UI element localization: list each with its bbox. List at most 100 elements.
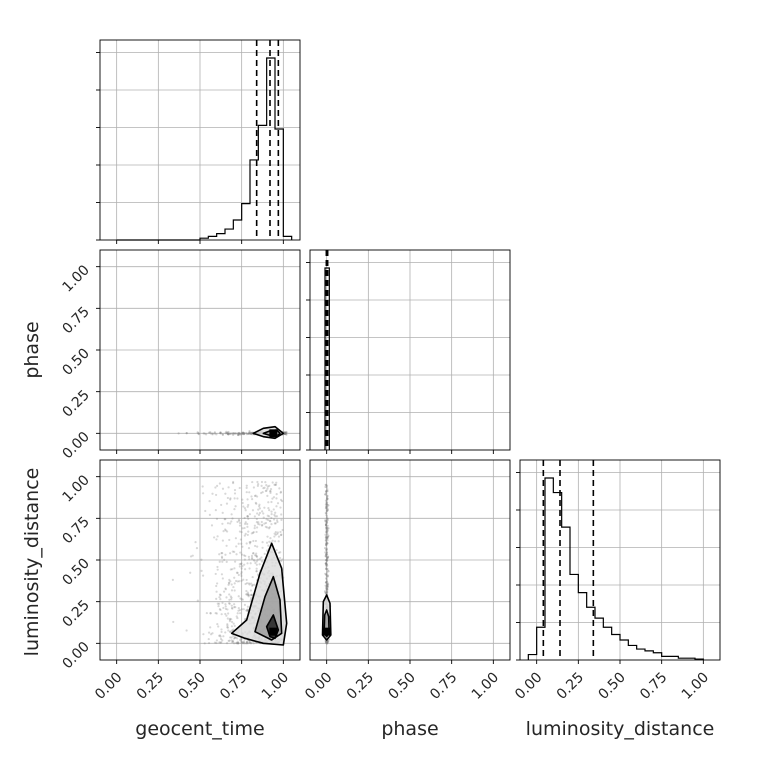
sample-point bbox=[268, 526, 271, 529]
sample-point bbox=[266, 514, 269, 517]
sample-point bbox=[325, 563, 328, 566]
sample-point bbox=[246, 515, 249, 518]
sample-point bbox=[281, 528, 284, 532]
sample-point bbox=[218, 608, 221, 611]
sample-point bbox=[325, 563, 328, 566]
histogram-phase bbox=[324, 267, 330, 450]
y-tick-label: 0.75 bbox=[59, 304, 92, 337]
sample-point bbox=[240, 572, 243, 575]
sample-point bbox=[237, 609, 240, 612]
sample-point bbox=[242, 433, 245, 436]
sample-point bbox=[325, 585, 328, 588]
sample-point bbox=[232, 634, 235, 638]
sample-point bbox=[255, 570, 258, 573]
sample-point bbox=[325, 558, 328, 562]
sample-point bbox=[242, 642, 245, 645]
sample-point bbox=[225, 544, 228, 547]
sample-point bbox=[326, 569, 329, 572]
sample-point bbox=[224, 631, 227, 634]
sample-point bbox=[242, 641, 245, 644]
sample-point bbox=[228, 582, 231, 585]
sample-point bbox=[327, 640, 330, 643]
sample-point bbox=[255, 517, 258, 521]
sample-point bbox=[234, 432, 237, 435]
sample-point bbox=[245, 640, 249, 643]
sample-point bbox=[233, 550, 236, 553]
sample-point bbox=[326, 507, 329, 510]
x-tick-label: 0.75 bbox=[427, 670, 460, 703]
sample-point bbox=[250, 495, 253, 498]
sample-point bbox=[276, 520, 279, 524]
sample-point bbox=[216, 602, 219, 605]
sample-point bbox=[230, 598, 233, 601]
sample-point bbox=[256, 512, 259, 515]
sample-point bbox=[255, 555, 259, 558]
sample-point bbox=[224, 603, 227, 606]
sample-point bbox=[264, 525, 267, 528]
grid-2-1 bbox=[100, 250, 300, 450]
sample-point bbox=[248, 558, 251, 561]
sample-point bbox=[266, 487, 269, 490]
sample-point bbox=[324, 562, 327, 565]
sample-point bbox=[273, 522, 277, 525]
sample-point bbox=[245, 642, 248, 645]
sample-point bbox=[227, 583, 230, 586]
sample-point bbox=[224, 517, 227, 521]
sample-point bbox=[326, 575, 329, 578]
sample-point bbox=[256, 573, 260, 576]
sample-point bbox=[200, 558, 203, 561]
sample-point bbox=[224, 432, 227, 435]
sample-point bbox=[275, 549, 278, 552]
sample-point bbox=[325, 489, 328, 493]
y-tick-label: 0.50 bbox=[59, 556, 92, 589]
sample-point bbox=[279, 530, 282, 534]
sample-point bbox=[251, 498, 254, 501]
sample-point bbox=[272, 508, 275, 511]
sample-point bbox=[223, 558, 226, 561]
sample-point bbox=[244, 532, 247, 535]
sample-point bbox=[325, 641, 328, 644]
sample-point bbox=[246, 522, 249, 526]
sample-point bbox=[250, 432, 253, 435]
sample-point bbox=[222, 590, 226, 593]
sample-point bbox=[208, 500, 211, 503]
sample-point bbox=[248, 567, 251, 570]
x-tick-label: 1.00 bbox=[679, 670, 712, 703]
sample-point bbox=[240, 553, 244, 556]
sample-point bbox=[265, 549, 269, 552]
sample-point bbox=[224, 588, 227, 591]
sample-point bbox=[211, 492, 214, 495]
sample-point bbox=[324, 584, 327, 587]
sample-point bbox=[213, 536, 216, 539]
sample-point bbox=[325, 558, 328, 561]
sample-point bbox=[244, 582, 247, 586]
sample-point bbox=[203, 642, 206, 645]
sample-point bbox=[197, 432, 200, 435]
sample-point bbox=[240, 640, 243, 644]
sample-point bbox=[325, 503, 328, 506]
sample-point bbox=[256, 480, 259, 484]
sample-point bbox=[246, 608, 249, 611]
sample-point bbox=[283, 432, 287, 435]
sample-point bbox=[245, 593, 248, 596]
sample-point bbox=[246, 605, 249, 608]
sample-point bbox=[255, 563, 258, 566]
sample-point bbox=[242, 608, 245, 611]
sample-point bbox=[253, 524, 256, 527]
sample-point bbox=[232, 480, 235, 484]
sample-point bbox=[326, 642, 329, 645]
sample-point bbox=[254, 561, 257, 565]
sample-point bbox=[324, 523, 328, 527]
sample-point bbox=[238, 565, 241, 568]
sample-point bbox=[326, 489, 329, 493]
sample-point bbox=[236, 642, 239, 645]
sample-point bbox=[324, 493, 327, 496]
sample-point bbox=[228, 538, 231, 542]
sample-point bbox=[236, 612, 239, 615]
sample-point bbox=[270, 510, 273, 513]
sample-point bbox=[266, 494, 269, 498]
sample-point bbox=[250, 593, 253, 596]
sample-point bbox=[220, 630, 223, 634]
sample-point bbox=[239, 639, 243, 643]
sample-point bbox=[251, 531, 255, 534]
